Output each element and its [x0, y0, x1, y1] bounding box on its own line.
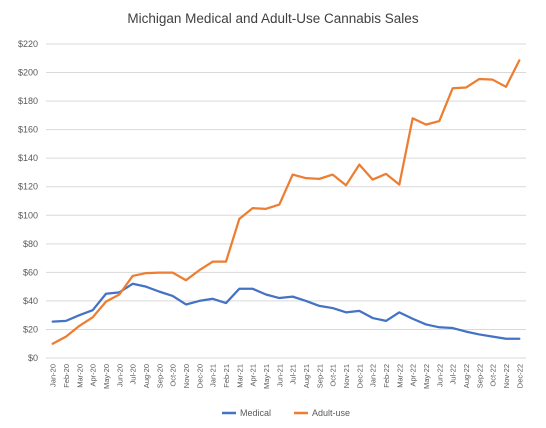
y-tick-label: $180 — [18, 96, 38, 106]
y-axis-labels: $0 $20 $40 $60 $80 $100 $120 $140 $160 $180 $200 $2… — [18, 39, 38, 363]
x-tick-label: Jun-20 — [115, 364, 124, 387]
y-tick-label: $220 — [18, 39, 38, 49]
x-tick-label: Nov-20 — [182, 364, 191, 388]
x-tick-label: Aug-20 — [142, 364, 151, 388]
y-tick-label: $20 — [23, 324, 38, 334]
y-tick-label: $80 — [23, 239, 38, 249]
legend-label-adult-use: Adult-use — [312, 408, 350, 418]
x-tick-label: Oct-22 — [489, 364, 498, 387]
grid-layer — [46, 43, 526, 359]
x-tick-label: Jul-20 — [129, 364, 138, 384]
x-tick-label: Nov-21 — [342, 364, 351, 388]
x-tick-label: Dec-20 — [195, 364, 204, 388]
series-layer — [51, 59, 521, 345]
x-tick-label: Apr-22 — [409, 364, 418, 387]
x-tick-label: Dec-22 — [515, 364, 524, 388]
y-tick-label: $100 — [18, 210, 38, 220]
x-axis-labels: Jan-20 Feb-20 Mar-20 Apr-20 May-20 Jun-20 Jul-… — [49, 364, 525, 389]
y-tick-label: $60 — [23, 267, 38, 277]
x-tick-label: Jul-21 — [289, 364, 298, 384]
x-tick-label: Sep-22 — [475, 364, 484, 388]
x-tick-label: Nov-22 — [502, 364, 511, 388]
chart-title: Michigan Medical and Adult-Use Cannabis … — [127, 11, 418, 26]
y-tick-label: $160 — [18, 125, 38, 135]
x-tick-label: Apr-20 — [89, 364, 98, 387]
x-tick-label: Apr-21 — [249, 364, 258, 387]
series-line-adult-use — [51, 59, 521, 345]
x-tick-label: Sep-21 — [315, 364, 324, 388]
y-tick-label: $0 — [28, 353, 38, 363]
x-tick-label: Sep-20 — [155, 364, 164, 388]
x-tick-label: May-21 — [262, 364, 271, 389]
y-tick-label: $200 — [18, 68, 38, 78]
x-tick-label: Mar-21 — [235, 364, 244, 388]
x-tick-label: Jul-22 — [449, 364, 458, 384]
legend-label-medical: Medical — [240, 408, 271, 418]
x-tick-label: Jan-21 — [209, 364, 218, 387]
x-tick-label: Mar-20 — [75, 364, 84, 388]
x-tick-label: Feb-21 — [222, 364, 231, 388]
x-tick-label: Feb-20 — [62, 364, 71, 388]
y-tick-label: $120 — [18, 182, 38, 192]
x-tick-label: Oct-20 — [169, 364, 178, 387]
x-tick-label: Mar-22 — [395, 364, 404, 388]
y-tick-label: $140 — [18, 153, 38, 163]
x-tick-label: Dec-21 — [355, 364, 364, 388]
series-line-medical — [51, 282, 521, 340]
x-tick-label: Jun-22 — [435, 364, 444, 387]
x-tick-label: Oct-21 — [329, 364, 338, 387]
legend: Medical Adult-use — [222, 408, 350, 418]
x-tick-label: Aug-21 — [302, 364, 311, 388]
x-tick-label: May-22 — [422, 364, 431, 389]
y-tick-label: $40 — [23, 296, 38, 306]
x-tick-label: May-20 — [102, 364, 111, 389]
x-tick-label: Aug-22 — [462, 364, 471, 388]
x-tick-label: Jan-20 — [49, 364, 58, 387]
x-tick-label: Jan-22 — [369, 364, 378, 387]
x-tick-label: Jun-21 — [275, 364, 284, 387]
x-tick-label: Feb-22 — [382, 364, 391, 388]
